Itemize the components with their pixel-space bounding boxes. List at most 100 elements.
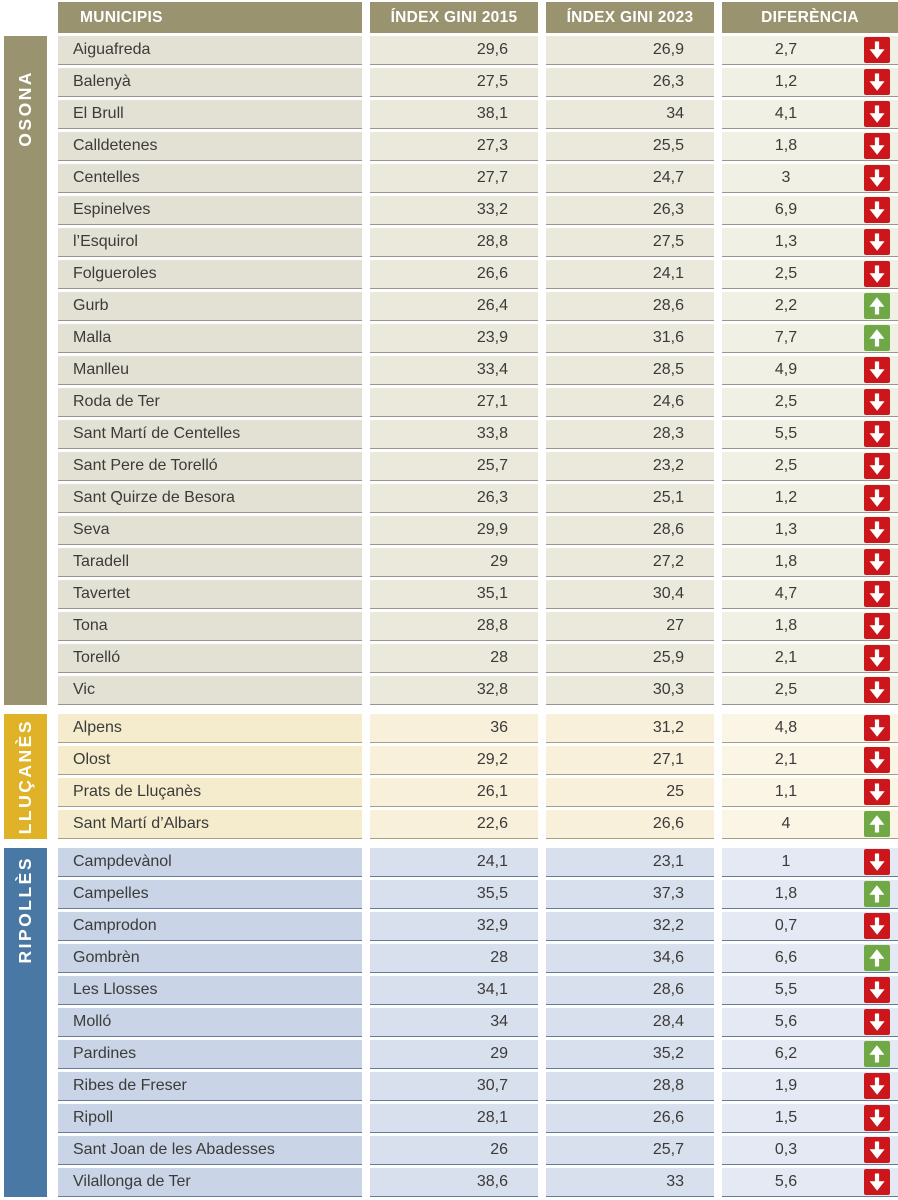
trend-up-icon: [864, 945, 890, 971]
table-header: MUNICIPIS ÍNDEX GINI 2015 ÍNDEX GINI 202…: [58, 2, 898, 33]
table-row: Folgueroles 26,6 24,1 2,5: [58, 260, 898, 289]
municipality-name: Torelló: [58, 644, 362, 673]
trend-down-icon: [864, 677, 890, 703]
difference-cell: 2,5: [722, 388, 898, 417]
table-row: Taradell 29 27,2 1,8: [58, 548, 898, 577]
column-header-diferencia: DIFERÈNCIA: [722, 2, 898, 33]
trend-down-icon: [864, 977, 890, 1003]
municipality-name: Malla: [58, 324, 362, 353]
gini-2023-value: 37,3: [546, 880, 714, 909]
gini-2023-value: 31,2: [546, 714, 714, 743]
difference-cell: 5,5: [722, 976, 898, 1005]
table-row: El Brull 38,1 34 4,1: [58, 100, 898, 129]
municipality-name: l’Esquirol: [58, 228, 362, 257]
table-row: Sant Pere de Torelló 25,7 23,2 2,5: [58, 452, 898, 481]
section-ripolles: RIPOLLÈS Campdevànol 24,1 23,1 1 Campelles 35,…: [4, 848, 898, 1197]
trend-down-icon: [864, 1137, 890, 1163]
municipality-name: Roda de Ter: [58, 388, 362, 417]
trend-down-icon: [864, 133, 890, 159]
difference-cell: 2,5: [722, 676, 898, 705]
trend-down-icon: [864, 517, 890, 543]
table-row: Tona 28,8 27 1,8: [58, 612, 898, 641]
gini-2023-value: 25: [546, 778, 714, 807]
municipality-name: Vilallonga de Ter: [58, 1168, 362, 1197]
gini-2023-value: 28,5: [546, 356, 714, 385]
municipality-name: Les Llosses: [58, 976, 362, 1005]
gini-2023-value: 26,3: [546, 68, 714, 97]
difference-value: 2,5: [774, 265, 798, 282]
section-llucanes: LLUÇANÈS Alpens 36 31,2 4,8 Olost 29,2 27,1 2,1 P…: [4, 714, 898, 839]
gini-2023-value: 34,6: [546, 944, 714, 973]
table-row: Prats de Lluçanès 26,1 25 1,1: [58, 778, 898, 807]
table-row: Balenyà 27,5 26,3 1,2: [58, 68, 898, 97]
municipality-name: Aiguafreda: [58, 36, 362, 65]
table-row: Camprodon 32,9 32,2 0,7: [58, 912, 898, 941]
municipality-name: Folgueroles: [58, 260, 362, 289]
difference-value: 1,8: [774, 137, 798, 154]
trend-down-icon: [864, 1105, 890, 1131]
trend-down-icon: [864, 69, 890, 95]
table-row: Vilallonga de Ter 38,6 33 5,6: [58, 1168, 898, 1197]
section-label: RIPOLLÈS: [15, 856, 35, 964]
gini-2015-value: 24,1: [370, 848, 538, 877]
difference-value: 4,7: [774, 585, 798, 602]
difference-cell: 0,3: [722, 1136, 898, 1165]
table-row: Seva 29,9 28,6 1,3: [58, 516, 898, 545]
table-row: Sant Martí de Centelles 33,8 28,3 5,5: [58, 420, 898, 449]
table-row: Campdevànol 24,1 23,1 1: [58, 848, 898, 877]
gini-2015-value: 26,3: [370, 484, 538, 513]
municipality-name: Taradell: [58, 548, 362, 577]
gini-2023-value: 24,7: [546, 164, 714, 193]
difference-cell: 1: [722, 848, 898, 877]
gini-2023-value: 28,8: [546, 1072, 714, 1101]
difference-value: 1,9: [774, 1077, 798, 1094]
table-row: Torelló 28 25,9 2,1: [58, 644, 898, 673]
section-band-llucanes: LLUÇANÈS: [4, 714, 47, 839]
municipality-name: El Brull: [58, 100, 362, 129]
trend-down-icon: [864, 389, 890, 415]
gini-2015-value: 28,1: [370, 1104, 538, 1133]
gini-2023-value: 23,1: [546, 848, 714, 877]
gini-2015-value: 38,6: [370, 1168, 538, 1197]
gini-2015-value: 28: [370, 944, 538, 973]
gini-2015-value: 25,7: [370, 452, 538, 481]
municipality-name: Campelles: [58, 880, 362, 909]
difference-value: 5,6: [774, 1013, 798, 1030]
difference-cell: 4,9: [722, 356, 898, 385]
gini-2015-value: 29,9: [370, 516, 538, 545]
trend-down-icon: [864, 581, 890, 607]
difference-value: 4,9: [774, 361, 798, 378]
municipality-name: Balenyà: [58, 68, 362, 97]
difference-value: 2,5: [774, 457, 798, 474]
table-row: Molló 34 28,4 5,6: [58, 1008, 898, 1037]
difference-cell: 2,1: [722, 644, 898, 673]
column-header-municipis: MUNICIPIS: [58, 2, 362, 33]
gini-2015-value: 27,5: [370, 68, 538, 97]
gini-2015-value: 26: [370, 1136, 538, 1165]
table-row: Olost 29,2 27,1 2,1: [58, 746, 898, 775]
difference-value: 4: [781, 815, 791, 832]
difference-cell: 1,1: [722, 778, 898, 807]
trend-down-icon: [864, 101, 890, 127]
table-row: Calldetenes 27,3 25,5 1,8: [58, 132, 898, 161]
gini-2015-value: 30,7: [370, 1072, 538, 1101]
difference-cell: 4,7: [722, 580, 898, 609]
municipality-name: Ripoll: [58, 1104, 362, 1133]
section-osona: OSONA Aiguafreda 29,6 26,9 2,7 Balenyà 27,5 26,…: [4, 36, 898, 705]
section-label: OSONA: [15, 70, 35, 147]
difference-value: 7,7: [774, 329, 798, 346]
difference-cell: 2,7: [722, 36, 898, 65]
trend-down-icon: [864, 197, 890, 223]
gini-2015-value: 27,3: [370, 132, 538, 161]
table-body: OSONA Aiguafreda 29,6 26,9 2,7 Balenyà 27,5 26,…: [0, 36, 898, 1197]
gini-2023-value: 33: [546, 1168, 714, 1197]
difference-value: 2,5: [774, 393, 798, 410]
section-rows: Campdevànol 24,1 23,1 1 Campelles 35,5 37,3 1,8…: [58, 848, 898, 1197]
difference-value: 1,5: [774, 1109, 798, 1126]
gini-2015-value: 34,1: [370, 976, 538, 1005]
trend-down-icon: [864, 1009, 890, 1035]
gini-2023-value: 28,6: [546, 976, 714, 1005]
table-row: l’Esquirol 28,8 27,5 1,3: [58, 228, 898, 257]
trend-up-icon: [864, 1041, 890, 1067]
difference-cell: 3: [722, 164, 898, 193]
